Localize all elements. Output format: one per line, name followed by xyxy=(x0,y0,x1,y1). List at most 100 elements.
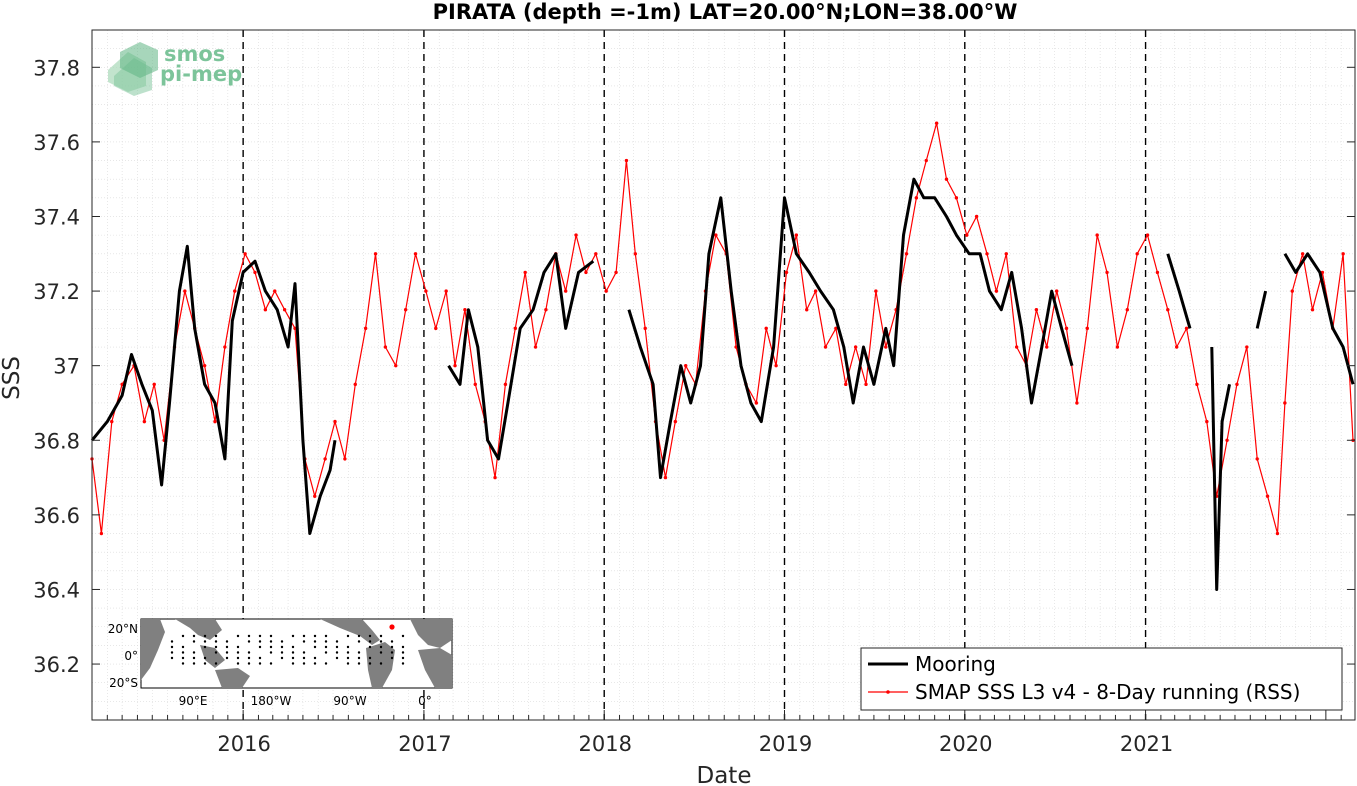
inset-dot xyxy=(346,651,350,654)
smap-point xyxy=(965,233,969,237)
legend: Mooring SMAP SSS L3 v4 - 8-Day running (… xyxy=(860,647,1343,711)
inset-dot xyxy=(324,640,328,643)
inset-dot xyxy=(379,651,383,654)
smap-point xyxy=(834,326,838,331)
mooring-line xyxy=(1166,253,1192,329)
smap-point xyxy=(1245,345,1249,349)
inset-dot xyxy=(302,662,306,665)
inset-dot xyxy=(181,634,185,638)
smap-point xyxy=(183,289,187,293)
inset-dot xyxy=(258,645,262,649)
smap-point xyxy=(243,252,247,256)
x-tick-label: 2020 xyxy=(939,732,992,756)
smap-point xyxy=(904,252,909,256)
smap-point xyxy=(985,252,989,256)
smap-point xyxy=(424,289,428,293)
inset-dot xyxy=(346,645,350,649)
inset-dot xyxy=(379,634,383,638)
smap-point xyxy=(1174,345,1179,349)
smap-point xyxy=(1115,345,1120,349)
y-tick-label: 37.6 xyxy=(33,131,80,155)
inset-dot xyxy=(247,651,251,654)
x-tick-label: 2016 xyxy=(217,732,270,756)
inset-dot xyxy=(280,640,284,643)
smap-point xyxy=(273,289,277,293)
inset-dot xyxy=(170,651,174,654)
year-dashed-lines xyxy=(242,30,1147,720)
smap-point xyxy=(794,233,799,237)
smap-point xyxy=(614,270,618,275)
smap-point xyxy=(1045,345,1049,349)
smap-point xyxy=(473,382,477,387)
inset-dot xyxy=(401,656,405,660)
smap-point xyxy=(444,289,448,293)
inset-dot xyxy=(280,656,284,660)
inset-dot xyxy=(335,640,339,643)
inset-dot xyxy=(324,645,328,649)
smap-point xyxy=(1205,419,1209,424)
smap-point xyxy=(343,457,347,461)
x-axis-title: Date xyxy=(697,763,752,786)
inset-dot xyxy=(225,656,229,660)
inset-dot xyxy=(269,634,273,638)
legend-smap-label: SMAP SSS L3 v4 - 8-Day running (RSS) xyxy=(915,680,1300,704)
smap-point xyxy=(413,252,418,256)
x-tick-label: 2017 xyxy=(398,732,451,756)
inset-dot xyxy=(401,662,405,665)
inset-dot xyxy=(368,640,372,643)
inset-dot xyxy=(192,640,196,643)
inset-dot xyxy=(258,656,262,660)
legend-mooring-label: Mooring xyxy=(915,652,996,676)
inset-dot xyxy=(192,662,196,665)
smap-point xyxy=(844,382,848,387)
y-tick-labels: 36.2 36.4 36.6 36.8 37 37.2 37.4 37.6 37.8 xyxy=(33,56,80,677)
y-axis-title: SSS xyxy=(0,356,25,400)
smap-point xyxy=(403,308,408,312)
smap-point xyxy=(493,475,497,480)
smap-point xyxy=(934,121,939,125)
smap-point xyxy=(1054,289,1059,293)
smap-point xyxy=(754,401,759,405)
smap-point xyxy=(813,289,818,293)
inset-dot xyxy=(302,651,306,654)
smap-point xyxy=(263,308,268,312)
inset-dot xyxy=(390,651,394,654)
inset-dot xyxy=(247,662,251,665)
smap-point xyxy=(864,382,868,387)
smap-point xyxy=(1255,457,1259,461)
inset-dot xyxy=(313,656,317,660)
inset-dot xyxy=(280,651,284,654)
smap-point xyxy=(1004,252,1008,256)
inset-dot xyxy=(368,634,372,638)
smap-point xyxy=(914,196,919,200)
inset-dot xyxy=(236,651,240,654)
smap-point xyxy=(1225,438,1229,442)
y-tick-label: 37.4 xyxy=(33,205,80,229)
mooring-line xyxy=(627,177,1074,480)
inset-dot xyxy=(269,640,273,643)
inset-dot xyxy=(291,651,295,654)
inset-dot xyxy=(192,651,196,654)
inset-dot xyxy=(346,634,350,638)
smap-point xyxy=(1145,233,1150,237)
smap-point xyxy=(673,419,678,424)
smap-point xyxy=(223,345,227,349)
smap-point xyxy=(503,382,508,387)
inset-dot xyxy=(346,662,350,665)
inset-dot xyxy=(313,662,317,665)
smap-point xyxy=(233,289,237,293)
inset-dot xyxy=(170,640,174,643)
inset-dot xyxy=(313,634,317,638)
smap-point xyxy=(253,270,257,275)
inset-dot xyxy=(357,651,361,654)
smap-point xyxy=(363,326,368,331)
inset-mooring-dots xyxy=(170,634,405,665)
smap-point xyxy=(1075,401,1079,405)
smap-point xyxy=(764,326,768,331)
inset-dot xyxy=(225,651,229,654)
smap-point xyxy=(373,252,378,256)
inset-dot xyxy=(357,640,361,643)
smap-point xyxy=(874,289,878,293)
smap-point xyxy=(523,270,527,275)
inset-dot xyxy=(291,656,295,660)
